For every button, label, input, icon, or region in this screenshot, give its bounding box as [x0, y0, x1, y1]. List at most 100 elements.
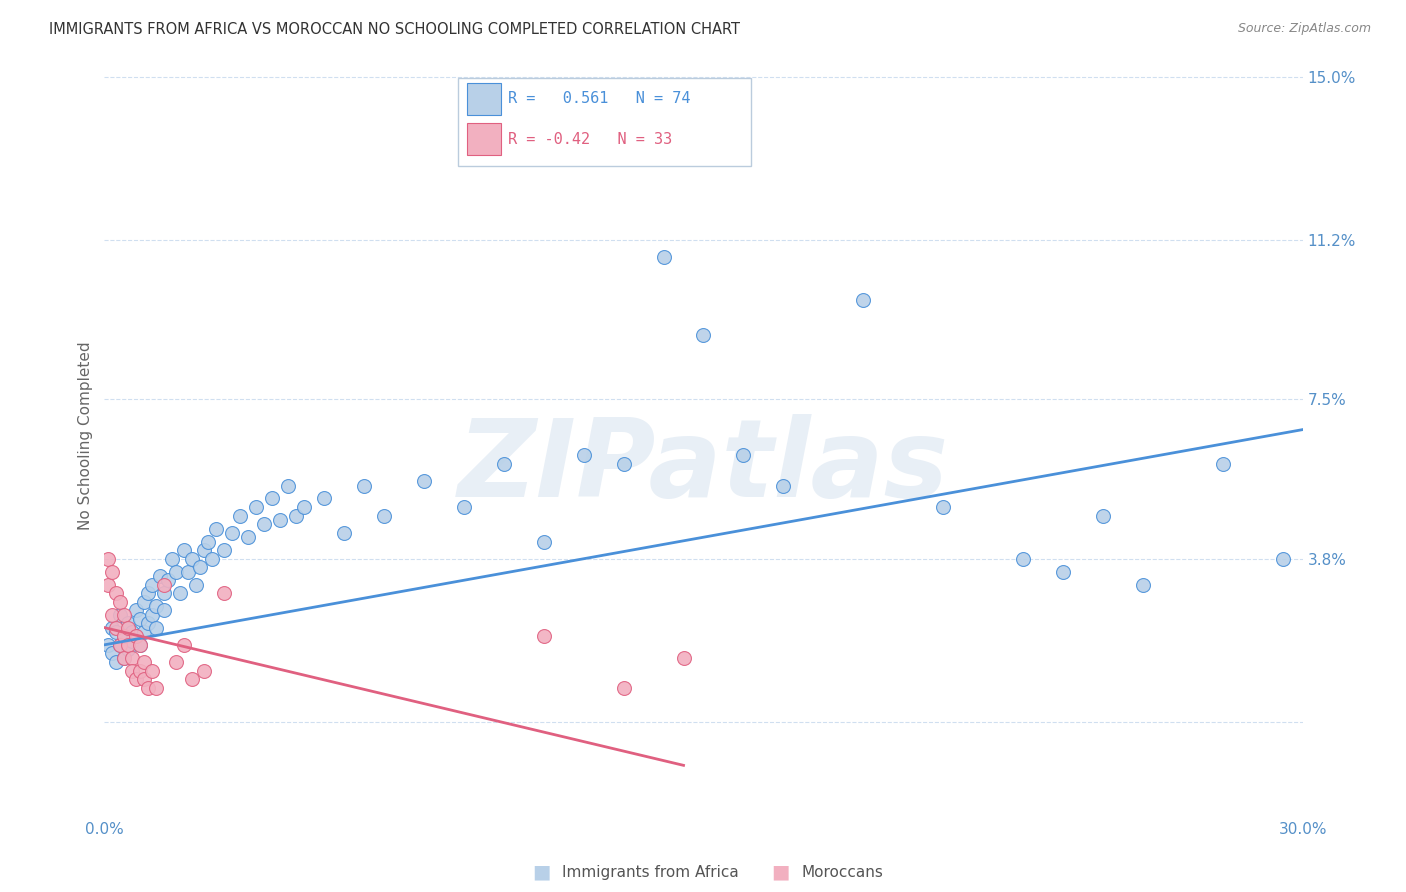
Point	[112, 607, 135, 622]
Point	[112, 629, 135, 643]
Point	[277, 478, 299, 492]
Point	[186, 577, 208, 591]
Point	[1132, 577, 1154, 591]
Point	[229, 508, 252, 523]
Point	[129, 664, 152, 678]
Point	[1271, 551, 1294, 566]
Point	[162, 551, 184, 566]
Point	[141, 607, 163, 622]
Text: Source: ZipAtlas.com: Source: ZipAtlas.com	[1237, 22, 1371, 36]
FancyBboxPatch shape	[467, 123, 501, 155]
Point	[1052, 565, 1074, 579]
Point	[852, 293, 875, 308]
Point	[221, 525, 243, 540]
Point	[245, 500, 267, 514]
Point	[181, 551, 204, 566]
Text: Immigrants from Africa: Immigrants from Africa	[562, 865, 740, 880]
Point	[112, 650, 135, 665]
Point	[193, 664, 215, 678]
Point	[136, 681, 159, 695]
Point	[333, 525, 356, 540]
Point	[101, 621, 124, 635]
Point	[692, 327, 714, 342]
Point	[173, 638, 195, 652]
Point	[117, 616, 139, 631]
Point	[533, 534, 555, 549]
Point	[141, 577, 163, 591]
Text: ZIPatlas: ZIPatlas	[458, 414, 949, 519]
Point	[129, 638, 152, 652]
Text: IMMIGRANTS FROM AFRICA VS MOROCCAN NO SCHOOLING COMPLETED CORRELATION CHART: IMMIGRANTS FROM AFRICA VS MOROCCAN NO SC…	[49, 22, 740, 37]
Point	[125, 603, 148, 617]
Point	[121, 664, 143, 678]
Point	[173, 543, 195, 558]
Point	[1212, 457, 1234, 471]
Point	[1012, 551, 1035, 566]
Point	[141, 664, 163, 678]
Point	[112, 650, 135, 665]
Point	[572, 449, 595, 463]
Point	[197, 534, 219, 549]
Text: ■: ■	[770, 863, 790, 882]
FancyBboxPatch shape	[458, 78, 751, 166]
Point	[129, 612, 152, 626]
Point	[117, 642, 139, 657]
Point	[97, 577, 120, 591]
Point	[413, 475, 436, 489]
Point	[149, 569, 172, 583]
Point	[97, 551, 120, 566]
Point	[165, 655, 187, 669]
Text: ■: ■	[531, 863, 551, 882]
Point	[262, 491, 284, 506]
Point	[733, 449, 755, 463]
Point	[285, 508, 308, 523]
Point	[121, 650, 143, 665]
Point	[110, 595, 132, 609]
Point	[101, 565, 124, 579]
Point	[269, 513, 291, 527]
Point	[145, 681, 167, 695]
Point	[772, 478, 794, 492]
Point	[1091, 508, 1114, 523]
Point	[193, 543, 215, 558]
Point	[145, 599, 167, 613]
Point	[105, 655, 128, 669]
Point	[125, 629, 148, 643]
Text: R =   0.561   N = 74: R = 0.561 N = 74	[508, 91, 690, 106]
Point	[157, 574, 180, 588]
Point	[492, 457, 515, 471]
Point	[110, 607, 132, 622]
Point	[373, 508, 395, 523]
Point	[533, 629, 555, 643]
Point	[110, 638, 132, 652]
Point	[188, 560, 211, 574]
Point	[165, 565, 187, 579]
Point	[145, 621, 167, 635]
Point	[201, 551, 224, 566]
FancyBboxPatch shape	[467, 83, 501, 115]
Point	[205, 522, 228, 536]
Point	[121, 624, 143, 639]
Point	[117, 621, 139, 635]
Point	[672, 650, 695, 665]
Point	[129, 638, 152, 652]
Y-axis label: No Schooling Completed: No Schooling Completed	[79, 342, 93, 531]
Point	[652, 251, 675, 265]
Point	[453, 500, 475, 514]
Point	[613, 681, 636, 695]
Point	[136, 616, 159, 631]
Point	[212, 543, 235, 558]
Point	[117, 638, 139, 652]
Text: R = -0.42   N = 33: R = -0.42 N = 33	[508, 132, 672, 146]
Point	[134, 655, 156, 669]
Point	[353, 478, 375, 492]
Point	[134, 595, 156, 609]
Text: Moroccans: Moroccans	[801, 865, 883, 880]
Point	[312, 491, 335, 506]
Point	[134, 673, 156, 687]
Point	[125, 629, 148, 643]
Point	[169, 586, 191, 600]
Point	[101, 607, 124, 622]
Point	[238, 530, 260, 544]
Point	[134, 624, 156, 639]
